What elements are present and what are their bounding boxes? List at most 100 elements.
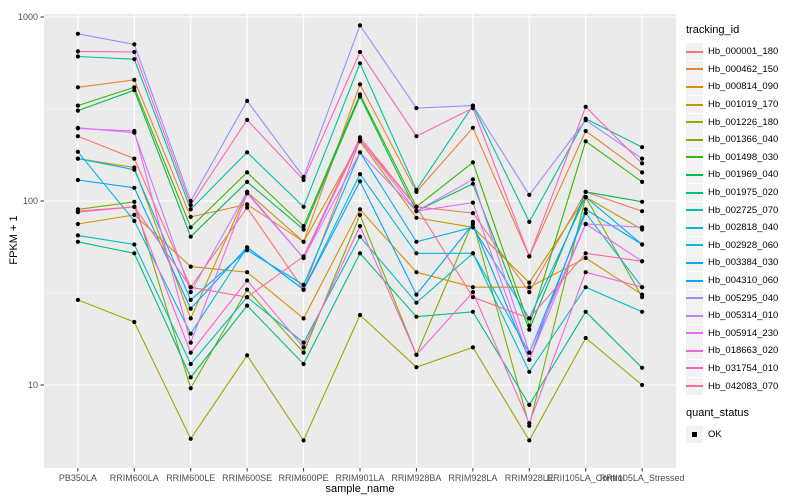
- legend-item-Hb_001226_180: Hb_001226_180: [686, 113, 798, 131]
- data-point: [188, 361, 193, 367]
- data-point: [527, 323, 532, 328]
- data-point: [245, 202, 250, 207]
- data-point: [640, 225, 645, 230]
- legend-label: Hb_003384_030: [708, 257, 779, 269]
- line-key-swatch: [686, 342, 703, 360]
- data-point: [245, 191, 250, 196]
- x-tick-label: RRIM600LA: [110, 473, 159, 483]
- data-point: [640, 199, 645, 204]
- legend-label: Hb_005295_040: [708, 292, 779, 304]
- line-swatch-icon: [686, 314, 703, 317]
- data-point: [357, 150, 363, 155]
- data-point: [188, 264, 193, 269]
- data-point: [132, 57, 137, 62]
- data-point: [132, 167, 137, 172]
- legend-label: Hb_031754_010: [708, 362, 779, 374]
- point-key-swatch: [686, 426, 703, 444]
- data-point: [414, 270, 419, 275]
- data-point: [75, 85, 80, 90]
- legend-label: Hb_000814_090: [708, 81, 779, 93]
- data-point: [527, 357, 532, 362]
- legend-item-Hb_031754_010: Hb_031754_010: [686, 359, 798, 378]
- data-point: [414, 209, 419, 214]
- data-point: [245, 278, 250, 283]
- legend-label: Hb_005914_230: [708, 327, 779, 339]
- data-point: [470, 285, 475, 290]
- data-point: [188, 350, 193, 355]
- data-point: [527, 219, 532, 224]
- line-swatch-icon: [686, 244, 703, 247]
- line-key-swatch: [686, 272, 703, 290]
- data-point: [583, 195, 588, 200]
- data-point: [75, 126, 80, 131]
- x-axis-title: sample_name: [325, 483, 395, 495]
- data-point: [188, 316, 193, 321]
- data-point: [414, 134, 419, 139]
- data-point: [75, 177, 80, 183]
- data-point: [583, 285, 588, 290]
- data-point: [245, 179, 250, 184]
- point-square-icon: [692, 432, 697, 438]
- legend-label-ok: OK: [708, 429, 722, 441]
- data-point: [188, 203, 193, 208]
- legend-item-Hb_001498_030: Hb_001498_030: [686, 148, 798, 167]
- data-point: [132, 199, 137, 204]
- legend-label: Hb_018663_020: [708, 345, 779, 357]
- data-point: [357, 312, 363, 318]
- data-point: [188, 285, 193, 290]
- legend-item-Hb_000462_150: Hb_000462_150: [686, 60, 798, 79]
- data-point: [188, 207, 193, 212]
- data-point: [245, 353, 250, 358]
- data-point: [301, 287, 306, 292]
- legend-item-Hb_018663_020: Hb_018663_020: [686, 342, 798, 360]
- data-point: [640, 259, 645, 264]
- line-swatch-icon: [686, 349, 703, 352]
- data-point: [527, 369, 532, 374]
- data-point: [132, 88, 137, 93]
- data-point: [583, 118, 588, 123]
- legend-label: Hb_005314_010: [708, 310, 779, 322]
- line-key-swatch: [686, 131, 703, 149]
- data-point: [583, 128, 588, 134]
- data-point: [132, 156, 137, 161]
- data-point: [640, 309, 645, 314]
- data-point: [527, 192, 532, 197]
- line-swatch-icon: [686, 367, 703, 370]
- data-point: [188, 340, 193, 345]
- x-tick-label: RRIM600PE: [279, 473, 329, 483]
- x-tick-label: RRIM928BA: [391, 473, 441, 483]
- data-point: [583, 104, 588, 109]
- data-point: [357, 94, 363, 99]
- line-key-swatch: [686, 201, 703, 219]
- legend-label: Hb_002818_040: [708, 222, 779, 234]
- data-point: [414, 251, 419, 256]
- data-point: [75, 297, 80, 302]
- x-tick-label: RRII105LA_Stressed: [600, 473, 685, 483]
- line-swatch-icon: [686, 138, 703, 141]
- legend-title-tracking-id: tracking_id: [686, 24, 740, 36]
- line-swatch-icon: [686, 191, 703, 194]
- line-key-swatch: [686, 324, 703, 342]
- data-point: [414, 292, 419, 297]
- x-tick-label: RRIM928LE: [505, 473, 554, 483]
- data-point: [245, 248, 250, 253]
- legend-item-Hb_004310_060: Hb_004310_060: [686, 272, 798, 290]
- data-point: [188, 297, 193, 302]
- data-point: [301, 282, 306, 287]
- data-point: [301, 174, 306, 180]
- data-point: [188, 375, 193, 380]
- data-point: [301, 345, 306, 350]
- legend-item-Hb_001019_170: Hb_001019_170: [686, 96, 798, 114]
- data-point: [640, 170, 645, 175]
- legend-label: Hb_001226_180: [708, 116, 779, 128]
- line-key-swatch: [686, 219, 703, 237]
- data-point: [414, 187, 419, 192]
- data-point: [245, 245, 250, 250]
- data-point: [470, 251, 475, 256]
- legend-item-Hb_001975_020: Hb_001975_020: [686, 184, 798, 202]
- line-swatch-icon: [686, 226, 703, 229]
- line-key-swatch: [686, 289, 703, 307]
- data-point: [75, 31, 80, 36]
